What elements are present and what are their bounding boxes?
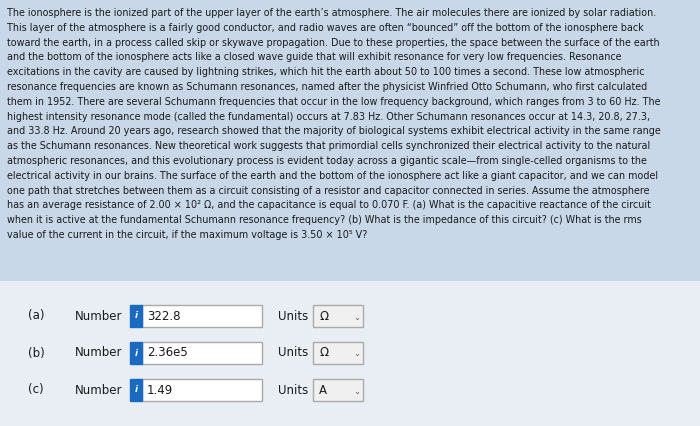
FancyBboxPatch shape [142, 379, 262, 401]
FancyBboxPatch shape [130, 305, 142, 327]
Text: atmospheric resonances, and this evolutionary process is evident today across a : atmospheric resonances, and this evoluti… [7, 156, 647, 166]
Text: (a): (a) [28, 310, 45, 322]
Text: 1.49: 1.49 [147, 383, 174, 397]
Text: has an average resistance of 2.00 × 10² Ω, and the capacitance is equal to 0.070: has an average resistance of 2.00 × 10² … [7, 200, 651, 210]
Text: and the bottom of the ionosphere acts like a closed wave guide that will exhibit: and the bottom of the ionosphere acts li… [7, 52, 622, 62]
Text: i: i [134, 348, 138, 357]
Text: Units: Units [278, 346, 308, 360]
FancyBboxPatch shape [313, 342, 363, 364]
Text: Ω: Ω [319, 310, 328, 322]
Text: toward the earth, in a process called skip or skywave propagation. Due to these : toward the earth, in a process called sk… [7, 37, 659, 48]
Text: (b): (b) [28, 346, 45, 360]
Text: ⌄: ⌄ [353, 349, 360, 359]
FancyBboxPatch shape [142, 305, 262, 327]
Text: 2.36e5: 2.36e5 [147, 346, 188, 360]
FancyBboxPatch shape [0, 281, 700, 426]
Text: Units: Units [278, 383, 308, 397]
FancyBboxPatch shape [313, 305, 363, 327]
Text: Number: Number [75, 310, 122, 322]
Text: one path that stretches between them as a circuit consisting of a resistor and c: one path that stretches between them as … [7, 186, 650, 196]
Text: excitations in the cavity are caused by lightning strikes, which hit the earth a: excitations in the cavity are caused by … [7, 67, 645, 77]
Text: Ω: Ω [319, 346, 328, 360]
Text: 322.8: 322.8 [147, 310, 181, 322]
Text: and 33.8 Hz. Around 20 years ago, research showed that the majority of biologica: and 33.8 Hz. Around 20 years ago, resear… [7, 127, 661, 136]
FancyBboxPatch shape [313, 379, 363, 401]
Text: (c): (c) [28, 383, 43, 397]
Text: highest intensity resonance mode (called the fundamental) occurs at 7.83 Hz. Oth: highest intensity resonance mode (called… [7, 112, 650, 121]
Text: i: i [134, 386, 138, 394]
FancyBboxPatch shape [130, 379, 142, 401]
Text: as the Schumann resonances. New theoretical work suggests that primordial cells : as the Schumann resonances. New theoreti… [7, 141, 650, 151]
Text: ⌄: ⌄ [353, 386, 360, 395]
Text: A: A [319, 383, 327, 397]
Text: them in 1952. There are several Schumann frequencies that occur in the low frequ: them in 1952. There are several Schumann… [7, 97, 661, 107]
Text: i: i [134, 311, 138, 320]
Text: value of the current in the circuit, if the maximum voltage is 3.50 × 10⁵ V?: value of the current in the circuit, if … [7, 230, 368, 240]
FancyBboxPatch shape [142, 342, 262, 364]
Text: electrical activity in our brains. The surface of the earth and the bottom of th: electrical activity in our brains. The s… [7, 171, 658, 181]
Text: ⌄: ⌄ [353, 313, 360, 322]
Text: when it is active at the fundamental Schumann resonance frequency? (b) What is t: when it is active at the fundamental Sch… [7, 215, 642, 225]
Text: This layer of the atmosphere is a fairly good conductor, and radio waves are oft: This layer of the atmosphere is a fairly… [7, 23, 644, 33]
Text: Units: Units [278, 310, 308, 322]
Text: resonance frequencies are known as Schumann resonances, named after the physicis: resonance frequencies are known as Schum… [7, 82, 648, 92]
Text: Number: Number [75, 346, 122, 360]
FancyBboxPatch shape [130, 342, 142, 364]
Text: Number: Number [75, 383, 122, 397]
Text: The ionosphere is the ionized part of the upper layer of the earth’s atmosphere.: The ionosphere is the ionized part of th… [7, 8, 657, 18]
